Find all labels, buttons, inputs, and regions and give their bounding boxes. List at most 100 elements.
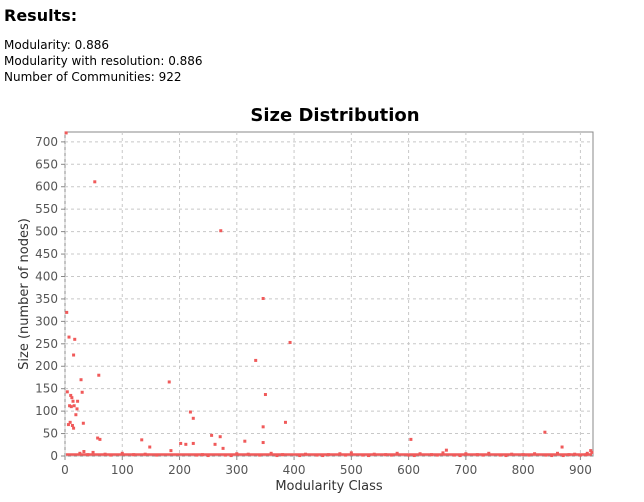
- data-point: [109, 453, 113, 457]
- data-point: [573, 452, 577, 456]
- data-point: [243, 439, 247, 443]
- y-tick-label: 600: [35, 180, 58, 194]
- data-point: [435, 453, 439, 457]
- data-point: [98, 437, 102, 441]
- y-tick-label: 650: [35, 157, 58, 171]
- data-point: [69, 393, 73, 397]
- data-point: [184, 442, 188, 446]
- data-point: [71, 399, 75, 403]
- data-point: [510, 452, 514, 456]
- data-point: [169, 449, 173, 453]
- data-point: [281, 453, 285, 457]
- data-point: [412, 454, 416, 458]
- data-point: [452, 453, 456, 457]
- data-point: [261, 425, 265, 429]
- data-point: [143, 452, 147, 456]
- x-tick-label: 100: [111, 463, 134, 477]
- y-tick-label: 350: [35, 292, 58, 306]
- data-point: [72, 353, 76, 357]
- data-point: [132, 453, 136, 457]
- data-point: [481, 453, 485, 457]
- data-point: [409, 437, 413, 441]
- data-point: [64, 131, 68, 135]
- data-point: [223, 453, 227, 457]
- data-point: [275, 454, 279, 458]
- data-point: [74, 413, 78, 417]
- x-tick-label: 800: [512, 463, 535, 477]
- data-point: [235, 452, 239, 456]
- y-axis-label: Size (number of nodes): [17, 218, 32, 370]
- data-point: [82, 450, 86, 454]
- y-tick-label: 300: [35, 314, 58, 328]
- data-point: [140, 438, 144, 442]
- x-tick-label: 400: [283, 463, 306, 477]
- data-point: [561, 454, 565, 458]
- data-point: [67, 335, 71, 339]
- data-point: [389, 453, 393, 457]
- data-point: [213, 442, 217, 446]
- x-tick-label: 200: [168, 463, 191, 477]
- data-point: [200, 453, 204, 457]
- data-point: [191, 441, 195, 445]
- data-point: [81, 421, 85, 425]
- x-tick-label: 0: [61, 463, 69, 477]
- data-point: [338, 452, 342, 456]
- data-point: [79, 378, 83, 382]
- data-point: [69, 405, 73, 409]
- data-point: [533, 452, 537, 456]
- data-point: [418, 452, 422, 456]
- data-point: [521, 453, 525, 457]
- data-point: [407, 453, 411, 457]
- data-point: [555, 451, 559, 455]
- modularity-resolution-value: Modularity with resolution: 0.886: [4, 54, 203, 68]
- data-point: [195, 453, 199, 457]
- data-point: [179, 441, 183, 445]
- data-point: [283, 420, 287, 424]
- data-point: [269, 451, 273, 455]
- x-tick-label: 300: [225, 463, 248, 477]
- data-point: [578, 453, 582, 457]
- data-point: [91, 450, 95, 454]
- y-tick-label: 400: [35, 269, 58, 283]
- data-point: [567, 453, 571, 457]
- data-point: [361, 453, 365, 457]
- data-point: [155, 453, 159, 457]
- data-point: [254, 358, 258, 362]
- y-tick-label: 700: [35, 135, 58, 149]
- y-tick-label: 200: [35, 359, 58, 373]
- data-point: [86, 453, 90, 457]
- data-point: [218, 435, 222, 439]
- chart-title: Size Distribution: [250, 105, 419, 126]
- y-tick-label: 500: [35, 225, 58, 239]
- data-point: [148, 445, 152, 449]
- data-point: [76, 399, 80, 403]
- communities-count: Number of Communities: 922: [4, 70, 182, 84]
- data-point: [298, 454, 302, 458]
- data-point: [188, 410, 192, 414]
- data-point: [72, 404, 76, 408]
- y-tick-label: 550: [35, 202, 58, 216]
- data-point: [97, 373, 101, 377]
- y-tick-label: 450: [35, 247, 58, 261]
- data-point: [441, 451, 445, 455]
- data-point: [229, 454, 233, 458]
- data-point: [326, 453, 330, 457]
- data-point: [590, 450, 594, 454]
- data-point: [527, 453, 531, 457]
- data-point: [504, 454, 508, 458]
- y-tick-label: 100: [35, 404, 58, 418]
- modularity-value: Modularity: 0.886: [4, 38, 110, 52]
- data-point: [367, 454, 371, 458]
- data-point: [75, 407, 79, 411]
- data-point: [544, 453, 548, 457]
- data-point: [167, 380, 171, 384]
- data-point: [372, 452, 376, 456]
- data-point: [304, 452, 308, 456]
- data-point: [464, 452, 468, 456]
- x-axis-label: Modularity Class: [275, 479, 383, 494]
- data-point: [487, 451, 491, 455]
- data-point: [321, 454, 325, 458]
- size-distribution-chart: Size Distribution 0 100 200 300 400 500 600 700 8…: [17, 105, 594, 494]
- data-point: [395, 451, 399, 455]
- data-point: [430, 453, 434, 457]
